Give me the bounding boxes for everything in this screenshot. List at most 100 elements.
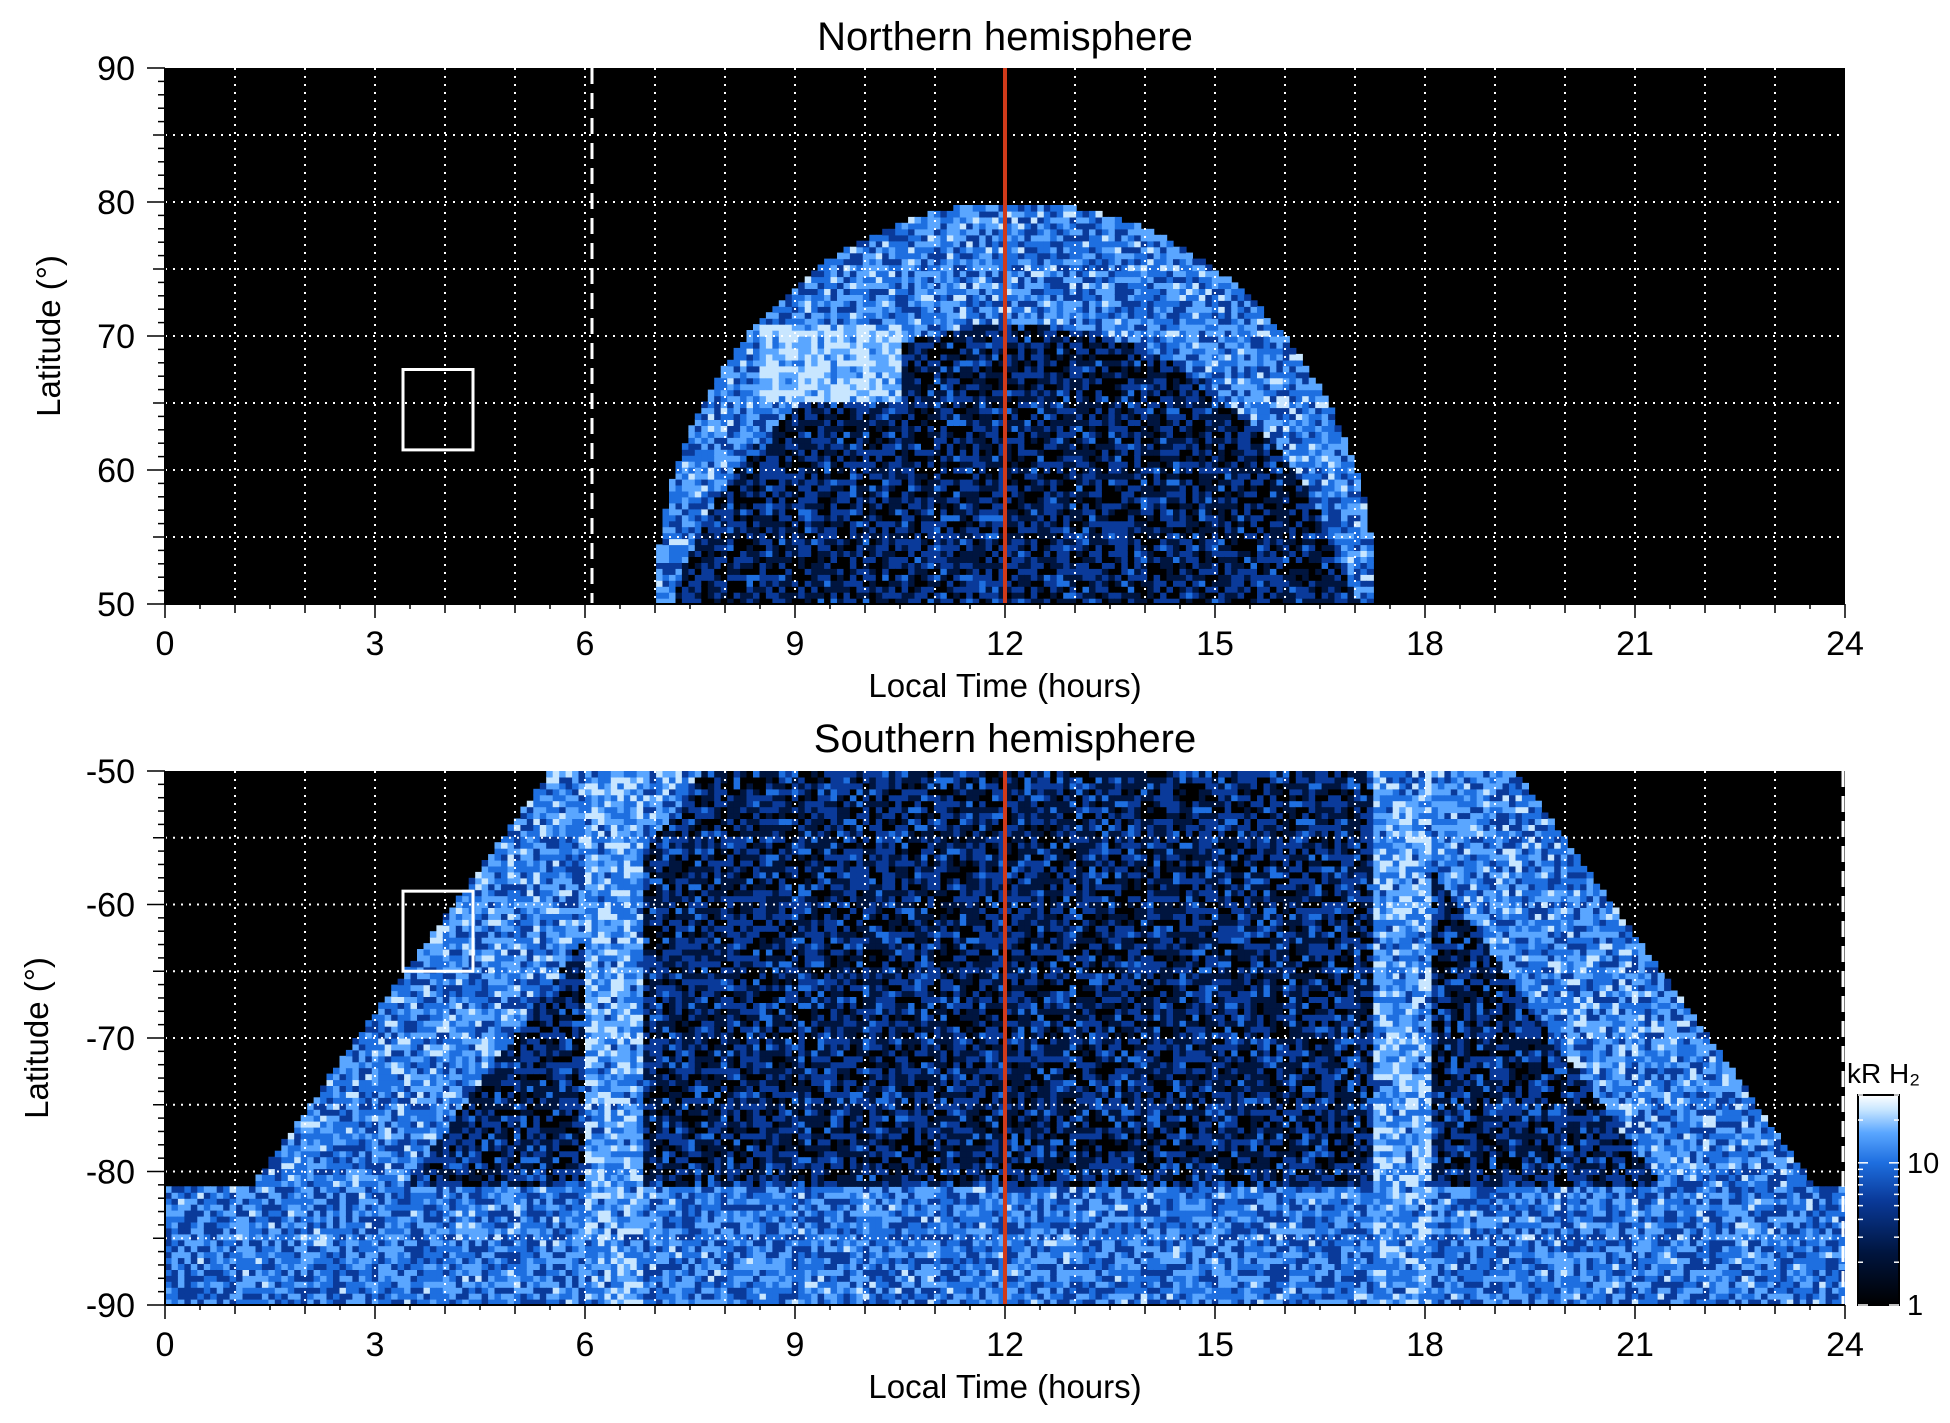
emission-cell <box>1179 550 1187 557</box>
emission-cell <box>966 258 974 266</box>
emission-cell <box>1114 258 1122 266</box>
emission-cell <box>1101 538 1109 546</box>
emission-cell <box>1082 234 1090 242</box>
emission-cell <box>895 318 903 325</box>
emission-cell <box>765 312 773 319</box>
emission-cell <box>1011 568 1019 575</box>
emission-cell <box>843 270 851 278</box>
emission-cell <box>1108 455 1116 462</box>
emission-cell <box>972 478 980 486</box>
emission-cell <box>914 228 922 236</box>
emission-cell <box>1069 246 1077 254</box>
emission-cell <box>972 282 980 289</box>
emission-cell <box>1211 455 1219 462</box>
emission-cell <box>1134 544 1142 551</box>
emission-cell <box>979 419 987 426</box>
emission-cell <box>1166 258 1174 266</box>
emission-cell <box>959 586 967 593</box>
emission-cell <box>1134 359 1142 367</box>
emission-cell <box>998 347 1006 355</box>
emission-cell <box>1198 544 1206 551</box>
emission-cell <box>798 324 806 331</box>
emission-cell <box>791 419 799 426</box>
emission-cell <box>908 222 916 230</box>
emission-cell <box>1063 371 1071 379</box>
emission-cell <box>1011 556 1019 563</box>
emission-cell <box>1114 234 1122 242</box>
emission-cell <box>998 252 1006 260</box>
emission-cell <box>1166 478 1174 486</box>
emission-cell <box>992 449 1000 456</box>
emission-cell <box>1017 324 1025 331</box>
emission-cell <box>1030 455 1038 462</box>
emission-cell <box>785 419 793 426</box>
emission-cell <box>1089 258 1097 266</box>
emission-cell <box>1082 383 1090 391</box>
emission-cell <box>856 449 864 456</box>
emission-cell <box>817 318 825 325</box>
emission-cell <box>862 437 870 444</box>
emission-cell <box>1173 353 1181 361</box>
emission-cell <box>1173 336 1181 343</box>
emission-cell <box>959 330 967 337</box>
emission-cell <box>972 413 980 420</box>
emission-cell <box>1108 324 1116 331</box>
emission-cell <box>1153 556 1161 563</box>
emission-cell <box>811 556 819 563</box>
emission-cell <box>843 300 851 307</box>
emission-cell <box>901 312 909 319</box>
emission-cell <box>849 359 857 367</box>
emission-cell <box>811 431 819 438</box>
emission-cell <box>959 342 967 349</box>
emission-cell <box>765 544 773 551</box>
emission-cell <box>1063 508 1071 516</box>
emission-cell <box>1101 425 1109 432</box>
emission-cell <box>882 437 890 444</box>
emission-cell <box>882 246 890 254</box>
emission-cell <box>849 282 857 289</box>
emission-cell <box>1101 449 1109 456</box>
emission-cell <box>1192 294 1200 301</box>
emission-cell <box>778 455 786 462</box>
emission-cell <box>1205 270 1213 278</box>
emission-cell <box>1166 592 1174 599</box>
emission-cell <box>888 598 896 604</box>
emission-cell <box>1205 443 1213 450</box>
emission-cell <box>1160 264 1168 272</box>
emission-cell <box>753 443 761 450</box>
emission-cell <box>933 538 941 546</box>
emission-cell <box>1211 407 1219 415</box>
emission-cell <box>772 473 780 480</box>
emission-cell <box>1108 282 1116 289</box>
emission-cell <box>862 371 870 379</box>
emission-cell <box>1076 294 1084 301</box>
emission-cell <box>1179 312 1187 319</box>
emission-cell <box>914 294 922 301</box>
emission-cell <box>778 401 786 409</box>
emission-cell <box>1043 371 1051 379</box>
emission-cell <box>791 580 799 587</box>
emission-cell <box>966 216 974 224</box>
emission-cell <box>1063 359 1071 367</box>
emission-cell <box>1127 312 1135 319</box>
emission-cell <box>953 246 961 254</box>
emission-cell <box>985 496 993 504</box>
emission-cell <box>746 383 754 391</box>
emission-cell <box>1082 228 1090 236</box>
emission-cell <box>1069 330 1077 337</box>
emission-cell <box>1127 437 1135 444</box>
emission-cell <box>862 502 870 510</box>
emission-cell <box>1030 371 1038 379</box>
emission-cell <box>1050 425 1058 432</box>
emission-cell <box>1173 342 1181 349</box>
emission-cell <box>681 544 689 551</box>
emission-cell <box>869 258 877 266</box>
emission-cell <box>1050 342 1058 349</box>
emission-cell <box>1069 484 1077 492</box>
emission-cell <box>1179 496 1187 504</box>
emission-cell <box>1056 455 1064 462</box>
emission-cell <box>1037 496 1045 504</box>
emission-cell <box>843 342 851 349</box>
emission-cell <box>824 431 832 438</box>
emission-cell <box>707 538 715 546</box>
